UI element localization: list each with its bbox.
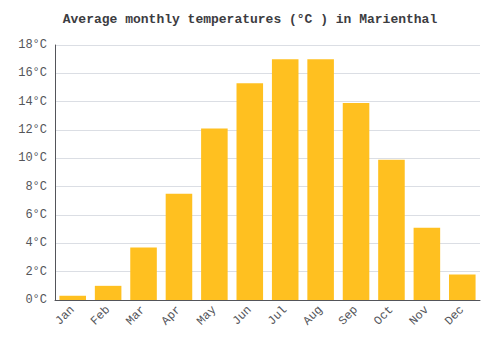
svg-text:10°C: 10°C [18,151,47,165]
svg-text:0°C: 0°C [25,293,47,307]
svg-text:2°C: 2°C [25,265,47,279]
svg-text:Dec: Dec [442,303,467,328]
svg-text:May: May [194,303,219,328]
svg-text:18°C: 18°C [18,38,47,52]
svg-text:Jan: Jan [53,303,78,328]
svg-text:Jun: Jun [230,303,255,328]
svg-text:Jul: Jul [265,303,290,328]
svg-text:Feb: Feb [88,303,113,328]
svg-text:Sep: Sep [336,303,361,328]
svg-text:12°C: 12°C [18,123,47,137]
svg-text:Aug: Aug [300,303,325,328]
svg-text:6°C: 6°C [25,208,47,222]
svg-text:Oct: Oct [371,303,396,328]
svg-text:16°C: 16°C [18,66,47,80]
svg-text:Nov: Nov [407,303,432,328]
svg-text:4°C: 4°C [25,236,47,250]
svg-text:Mar: Mar [123,303,148,328]
svg-text:Average monthly temperatures (: Average monthly temperatures (°C ) in Ma… [63,12,438,27]
svg-text:14°C: 14°C [18,95,47,109]
svg-text:Apr: Apr [159,303,184,328]
svg-text:8°C: 8°C [25,180,47,194]
